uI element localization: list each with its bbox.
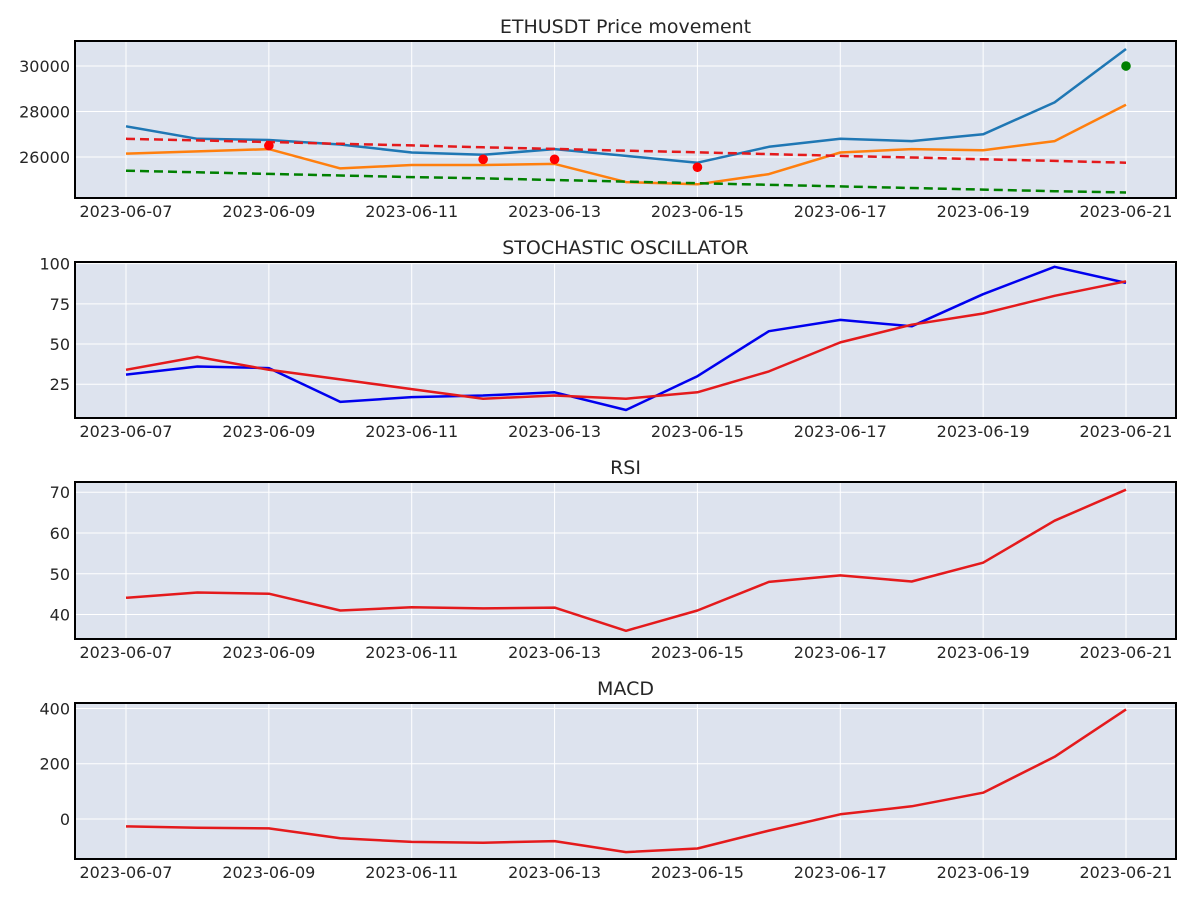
x-tick-label: 2023-06-07 [80,422,173,441]
series-line-1 [125,708,1127,854]
x-tick-label: 2023-06-09 [222,202,315,221]
plot-area [75,41,1176,198]
x-tick-label: 2023-06-19 [937,202,1030,221]
panel-title: STOCHASTIC OSCILLATOR [502,237,749,259]
panel-title: RSI [610,457,641,479]
plot-frame [74,702,1177,860]
chart-panel-4: 0 200 400 2023-06-07 2023-06-09 2023-06-11 202… [39,678,1177,882]
series-line-2 [125,103,1127,186]
x-tick-label: 2023-06-19 [937,422,1030,441]
series-line-1 [125,47,1127,164]
y-tick-label: 30000 [19,57,70,76]
x-tick-label: 2023-06-11 [365,643,458,662]
signal-marker [692,162,703,173]
x-tick-label: 2023-06-07 [80,863,173,882]
y-tick-label: 75 [50,295,70,314]
series-line-4 [125,169,1127,194]
x-tick-label: 2023-06-17 [794,202,887,221]
y-tick-label: 60 [50,524,70,543]
x-tick-label: 2023-06-07 [80,643,173,662]
panel-title: MACD [597,678,654,700]
y-tick-label: 25 [50,375,70,394]
x-tick-label: 2023-06-17 [794,863,887,882]
x-tick-label: 2023-06-15 [651,863,744,882]
plot-frame [74,481,1177,640]
y-tick-label: 50 [50,565,70,584]
series-line-2 [125,280,1127,400]
x-tick-label: 2023-06-21 [1080,202,1173,221]
x-tick-label: 2023-06-19 [937,643,1030,662]
plot-area [75,703,1176,859]
x-tick-label: 2023-06-19 [937,863,1030,882]
signal-marker [549,154,560,165]
chart-panel-1: 26000 28000 30000 2023-06-07 2023-06-09 2023-… [19,16,1177,221]
x-tick-label: 2023-06-09 [222,422,315,441]
x-tick-label: 2023-06-13 [508,643,601,662]
x-tick-label: 2023-06-13 [508,422,601,441]
x-tick-label: 2023-06-17 [794,643,887,662]
plot-area [75,262,1176,418]
y-tick-label: 200 [39,755,70,774]
x-tick-label: 2023-06-11 [365,863,458,882]
y-tick-label: 40 [50,606,70,625]
panel-title: ETHUSDT Price movement [500,16,751,38]
x-tick-label: 2023-06-13 [508,863,601,882]
x-tick-label: 2023-06-09 [222,643,315,662]
x-tick-label: 2023-06-21 [1080,422,1173,441]
y-tick-label: 100 [39,255,70,274]
y-tick-label: 70 [50,483,70,502]
x-tick-label: 2023-06-21 [1080,643,1173,662]
signal-marker [264,140,274,151]
x-tick-label: 2023-06-15 [651,422,744,441]
x-tick-label: 2023-06-13 [508,202,601,221]
x-tick-label: 2023-06-09 [222,863,315,882]
series-line-1 [125,265,1127,412]
y-tick-label: 400 [39,700,70,719]
signal-marker [1121,61,1131,71]
x-tick-label: 2023-06-15 [651,643,744,662]
plot-frame [74,261,1177,419]
x-tick-label: 2023-06-11 [365,422,458,441]
y-tick-label: 0 [60,810,70,829]
x-tick-label: 2023-06-21 [1080,863,1173,882]
chart-panels: 26000 28000 30000 2023-06-07 2023-06-09 2023-… [19,16,1177,882]
x-tick-label: 2023-06-07 [80,202,173,221]
chart-panel-3: 40 50 60 70 2023-06-07 2023-06-09 2023-06-11 20… [50,457,1177,662]
y-tick-label: 50 [50,335,70,354]
chart-panel-2: 25 50 75 100 2023-06-07 2023-06-09 2023-06-11 2… [39,237,1177,441]
plot-area [75,482,1176,639]
y-tick-label: 26000 [19,148,70,167]
series-line-1 [125,488,1127,633]
x-tick-label: 2023-06-11 [365,202,458,221]
signal-marker [478,154,488,165]
series-line-3 [125,137,1127,164]
x-tick-label: 2023-06-15 [651,202,744,221]
y-tick-label: 28000 [19,103,70,122]
x-tick-label: 2023-06-17 [794,422,887,441]
plot-frame [74,40,1177,199]
